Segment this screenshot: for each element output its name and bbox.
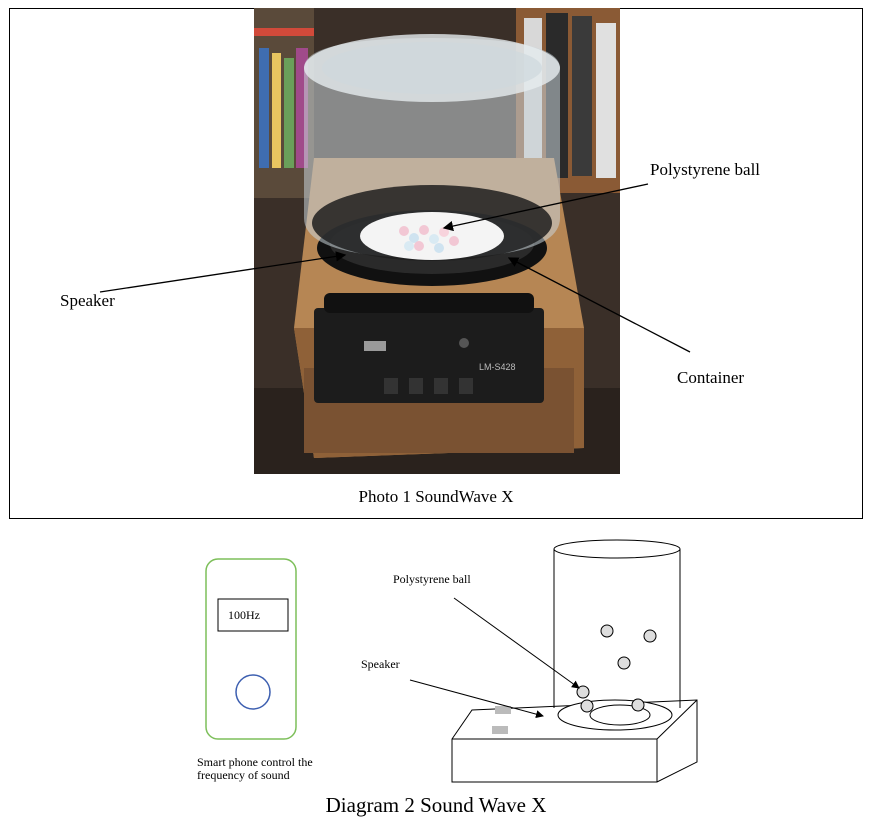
phone-display — [217, 598, 289, 632]
photo-annotation-arrows — [99, 183, 691, 353]
phone-button — [235, 674, 271, 710]
phone-frequency-display: 100Hz — [228, 608, 260, 622]
device-model-text: LM-S428 — [479, 362, 516, 372]
phone-caption-line-1: Smart phone control the — [197, 755, 313, 769]
label-polystyrene-ball: Polystyrene ball — [650, 160, 761, 179]
diagram-label-speaker: Speaker — [361, 657, 400, 671]
photo-caption: Photo 1 SoundWave X — [358, 487, 514, 506]
soundwave-diagram — [205, 539, 698, 783]
label-container: Container — [677, 368, 745, 387]
diagram-caption: Diagram 2 Sound Wave X — [325, 793, 547, 817]
phone-outline — [205, 558, 297, 740]
soundwave-photo: LM-S428 — [254, 8, 620, 474]
phone-caption: Smart phone control the frequency of sou… — [197, 756, 313, 782]
phone-caption-line-2: frequency of sound — [197, 768, 290, 782]
label-speaker: Speaker — [60, 291, 115, 310]
diagram-label-polystyrene-ball: Polystyrene ball — [393, 572, 471, 586]
